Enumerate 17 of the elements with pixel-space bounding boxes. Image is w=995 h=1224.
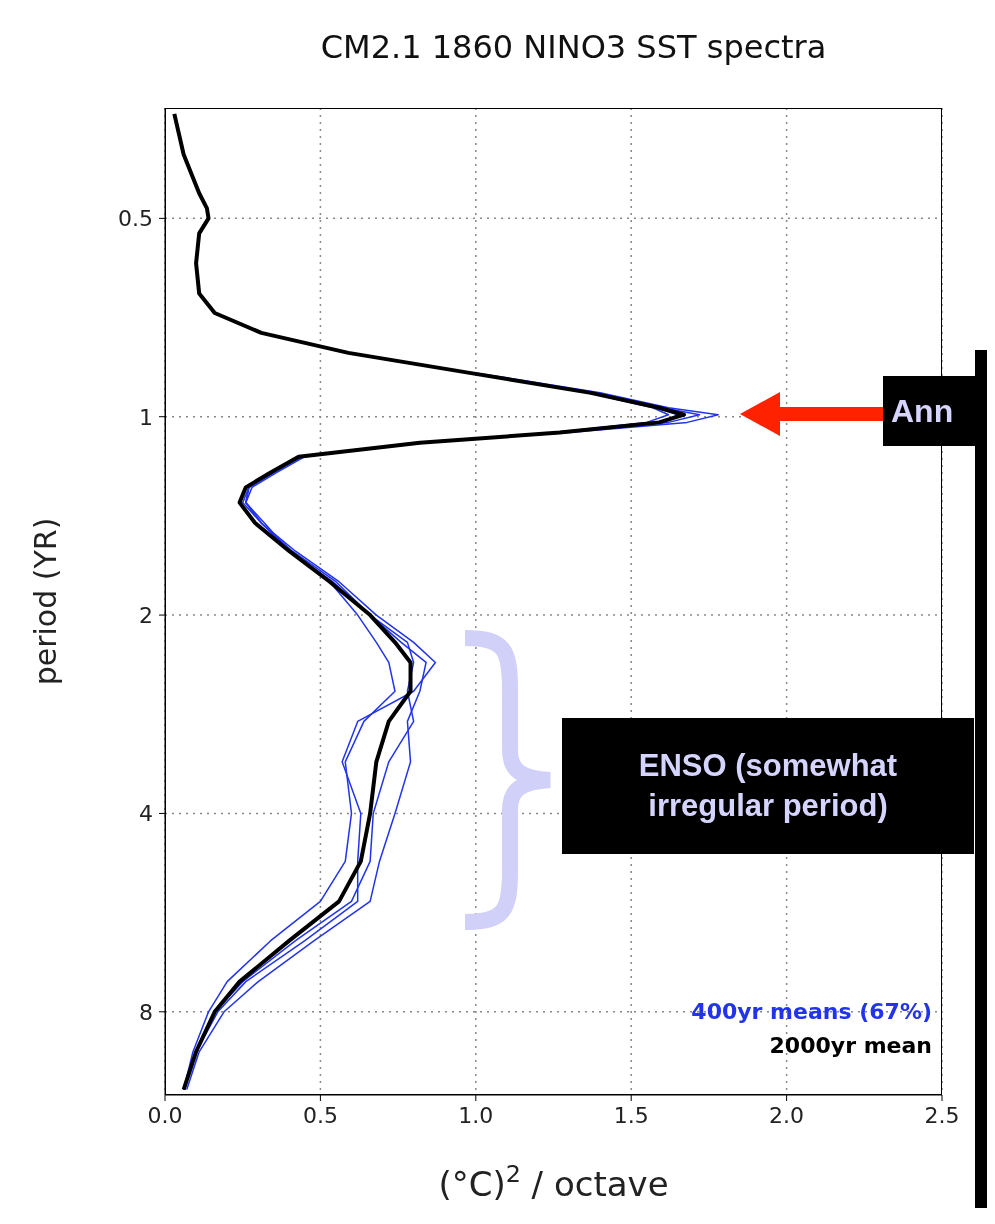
- x-axis-title: (°C)$^{2}$ / octave: [438, 1160, 669, 1204]
- y-tick-label: 4: [139, 801, 153, 827]
- text: 2000yr mean: [768, 1032, 932, 1060]
- x-tick-label: 0.5: [302, 1102, 338, 1128]
- y-tick-label: 8: [139, 999, 153, 1025]
- y-tick-label: 2: [139, 602, 153, 628]
- x-tick-label: 1.5: [613, 1102, 649, 1128]
- annotation: Ann: [891, 392, 954, 431]
- x-tick-label: 1.0: [458, 1102, 494, 1128]
- x-tick-label: 2.5: [924, 1102, 960, 1128]
- y-axis-title: period (YR): [28, 517, 63, 686]
- y-tick-label: 0.5: [118, 206, 153, 232]
- x-tick-label: 0.0: [147, 1102, 183, 1128]
- y-tick-label: 1: [139, 404, 153, 430]
- chart-title: CM2.1 1860 NINO3 SST spectra: [320, 28, 827, 66]
- x-tick-label: 2.0: [769, 1102, 805, 1128]
- text: 400yr means (67%): [691, 998, 932, 1026]
